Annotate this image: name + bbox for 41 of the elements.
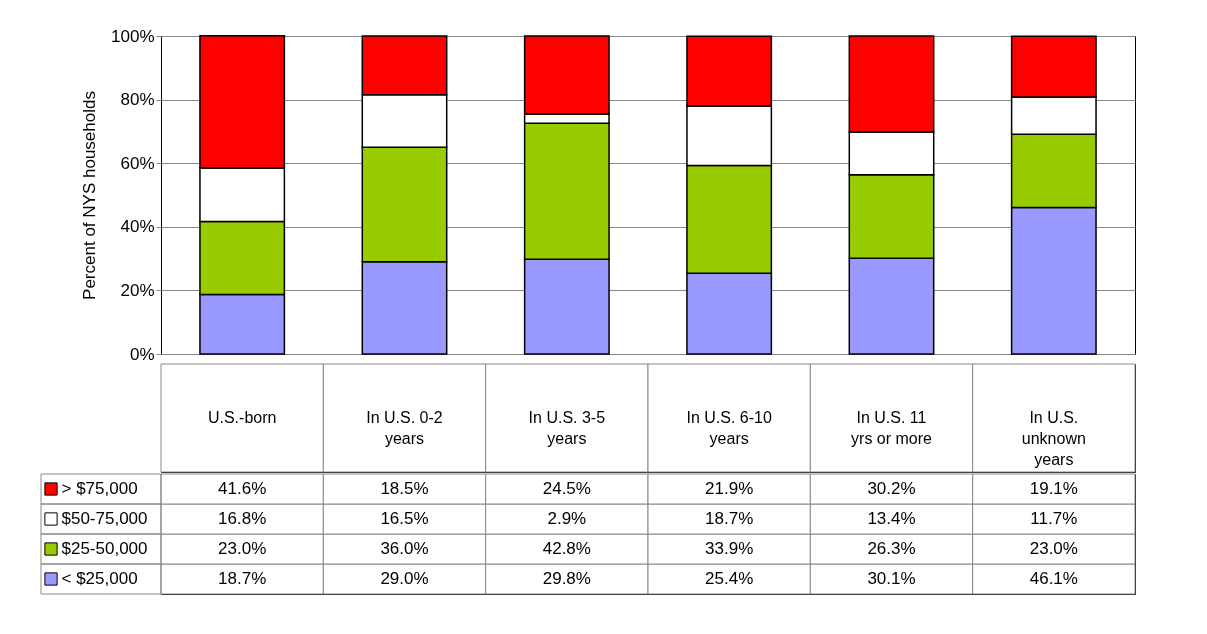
data-label: 25.4% xyxy=(705,569,754,588)
data-label: 16.5% xyxy=(380,509,429,528)
y-tick-label: 0% xyxy=(129,344,155,364)
data-label: 46.1% xyxy=(1029,569,1078,588)
data-label: 23.0% xyxy=(1029,539,1078,558)
y-axis-title: Percent of NYS households xyxy=(80,91,100,300)
data-label: 41.6% xyxy=(218,479,267,498)
y-tick-label: 100% xyxy=(111,26,155,46)
data-label: 11.7% xyxy=(1030,509,1078,528)
data-label: 18.7% xyxy=(705,509,754,528)
data-label: 29.0% xyxy=(380,569,429,588)
data-label: 29.8% xyxy=(542,569,591,588)
data-label: 24.5% xyxy=(542,479,591,498)
data-label: 21.9% xyxy=(705,479,754,498)
data-label: 18.7% xyxy=(218,569,267,588)
legend-label: $50-75,000 xyxy=(61,509,148,528)
x-tick-label: In U.S. 3-5 years xyxy=(528,409,606,447)
x-tick-label: In U.S. 0-2 years xyxy=(366,409,443,447)
data-label: 2.9% xyxy=(547,509,587,528)
x-tick-label: In U.S. 11 yrs or more xyxy=(851,409,933,447)
x-tick-label: In U.S. 6-10 years xyxy=(686,409,772,447)
legend-label: > $75,000 xyxy=(61,479,138,498)
data-label: 26.3% xyxy=(867,539,916,558)
x-tick-label: U.S.-born xyxy=(207,409,277,426)
data-label: 30.2% xyxy=(867,479,916,498)
legend-label: < $25,000 xyxy=(61,569,138,588)
legend-label: $25-50,000 xyxy=(61,539,148,558)
x-tick-label: In U.S. unknown years xyxy=(1021,409,1086,468)
y-tick-label: 80% xyxy=(120,90,155,110)
y-tick-label: 40% xyxy=(120,217,155,237)
y-tick-label: 60% xyxy=(120,153,155,173)
data-label: 16.8% xyxy=(218,509,267,528)
y-tick-label: 20% xyxy=(120,280,155,300)
data-label: 18.5% xyxy=(380,479,429,498)
data-label: 36.0% xyxy=(380,539,429,558)
data-label: 42.8% xyxy=(542,539,591,558)
data-label: 33.9% xyxy=(705,539,754,558)
data-label: 13.4% xyxy=(867,509,916,528)
data-label: 19.1% xyxy=(1029,479,1078,498)
data-label: 23.0% xyxy=(218,539,267,558)
data-label: 30.1% xyxy=(867,569,916,588)
